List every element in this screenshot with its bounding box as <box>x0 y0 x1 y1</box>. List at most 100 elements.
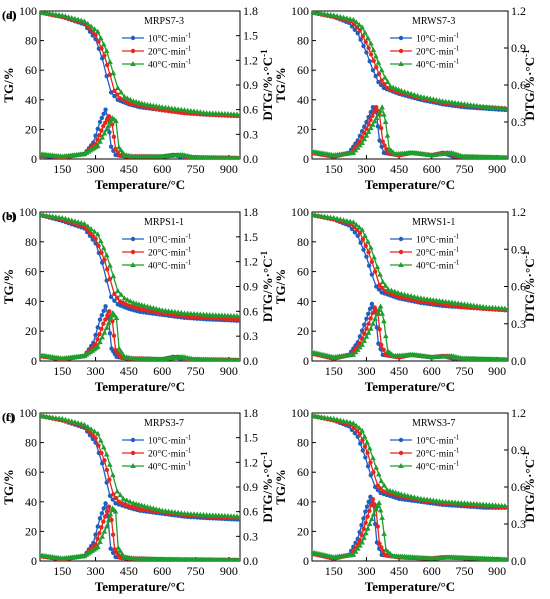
tg-point <box>362 232 368 238</box>
plot-frame <box>39 211 241 362</box>
x-tick-label: 900 <box>488 564 506 578</box>
tg-point <box>374 65 379 70</box>
legend-label-text: 10°C·min <box>148 34 186 45</box>
tg-point <box>107 59 113 65</box>
legend-label-text: 20°C·min <box>416 47 454 58</box>
y-tick-label: 80 <box>297 436 309 450</box>
tg-point <box>91 428 98 434</box>
tg-point <box>373 464 380 470</box>
series-1 <box>40 11 240 159</box>
dtg-point <box>359 328 365 333</box>
plot-area <box>40 413 240 561</box>
x-tick-label: 900 <box>220 162 238 176</box>
tg-point <box>362 444 368 449</box>
dtg-point <box>93 542 98 547</box>
legend-label-sup: -1 <box>454 434 460 442</box>
dtg-point <box>95 337 100 342</box>
y2-tick-label: 1.2 <box>243 255 258 269</box>
right-axis-title-text: DTG/%·°C <box>522 258 537 322</box>
tg-point <box>81 18 88 24</box>
legend-label: 10°C·min-1 <box>416 434 460 447</box>
dtg-line <box>312 105 508 159</box>
dtg-point <box>363 530 369 536</box>
dtg-line <box>312 105 508 159</box>
dtg-point <box>373 506 379 512</box>
dtg-point <box>357 542 363 548</box>
x-tick-label: 600 <box>423 162 441 176</box>
dtg-point <box>105 319 112 325</box>
tg-point <box>411 91 418 97</box>
dtg-point <box>101 130 108 136</box>
legend-label-text: 10°C·min <box>148 235 186 246</box>
legend-label: 20°C·min-1 <box>416 447 460 460</box>
y-tick-label: 40 <box>25 93 37 107</box>
legend-label-text: 40°C·min <box>416 60 454 71</box>
right-axis-title-sup: -1 <box>521 250 531 258</box>
dtg-point <box>94 142 101 148</box>
right-axis-title-sup: -1 <box>521 451 531 459</box>
dtg-point <box>101 329 108 335</box>
tg-point <box>368 40 374 46</box>
y2-tick-label: 1.2 <box>511 406 526 420</box>
tg-point <box>369 259 375 265</box>
y2-tick-label: 1.8 <box>243 4 258 18</box>
tg-point <box>68 217 75 223</box>
dtg-point <box>373 114 380 120</box>
chart-panel: 150 300 450 600 750 9000204060801000.00.30.60… <box>2 205 537 394</box>
y2-tick-label: 1.2 <box>243 53 258 67</box>
series-3 <box>40 11 240 159</box>
y-tick-label: 100 <box>291 205 309 219</box>
dtg-point <box>361 337 368 343</box>
tg-point <box>378 67 385 73</box>
tg-point <box>62 416 69 422</box>
dtg-point <box>359 523 364 528</box>
panel-label: (a) <box>2 8 16 22</box>
y2-tick-label: 0.3 <box>243 329 258 343</box>
tg-point <box>371 254 377 260</box>
tg-point <box>382 282 389 288</box>
tg-point <box>105 267 110 272</box>
x-tick-label: 750 <box>187 364 205 378</box>
y-tick-label: 20 <box>297 122 309 136</box>
legend-label-text: 20°C·min <box>148 248 186 259</box>
tg-point <box>366 445 373 451</box>
series-1 <box>312 11 508 159</box>
tg-point <box>376 71 382 77</box>
dtg-point <box>103 523 110 529</box>
tg-point <box>391 288 398 294</box>
tg-point <box>104 278 109 283</box>
sample-label: MRPS1-1 <box>144 217 184 228</box>
tg-point <box>84 424 91 430</box>
dtg-point <box>111 333 117 338</box>
dtg-point <box>368 316 373 321</box>
legend-marker <box>130 437 136 443</box>
dtg-point <box>377 507 384 513</box>
tg-point <box>113 495 119 501</box>
series-2 <box>40 212 240 361</box>
legend-label-sup: -1 <box>454 447 460 455</box>
tg-point <box>104 480 109 485</box>
tg-point <box>401 492 408 498</box>
y-tick-label: 0 <box>31 554 37 568</box>
tg-point <box>99 450 104 456</box>
plot-area <box>312 11 508 159</box>
legend-label-sup: -1 <box>454 259 460 267</box>
tg-point <box>398 290 405 296</box>
tg-point <box>97 238 104 244</box>
dtg-point <box>354 545 361 551</box>
dtg-point <box>237 155 240 159</box>
chart-panel: 150 300 450 600 750 9000204060801000.00.30.60… <box>1 406 275 594</box>
x-tick-label: 300 <box>357 162 375 176</box>
tg-point <box>91 26 98 32</box>
tg-point <box>360 437 365 443</box>
tg-point <box>62 215 69 221</box>
y-tick-label: 60 <box>297 465 309 479</box>
tg-point <box>100 245 107 251</box>
dtg-point <box>97 339 103 345</box>
y2-tick-label: 1.2 <box>243 455 258 469</box>
tg-point <box>110 70 117 76</box>
right-axis-title-text: DTG/%·°C <box>260 459 275 523</box>
tg-point <box>375 59 382 65</box>
dtg-point <box>99 533 106 539</box>
y2-tick-label: 0.0 <box>511 554 526 568</box>
